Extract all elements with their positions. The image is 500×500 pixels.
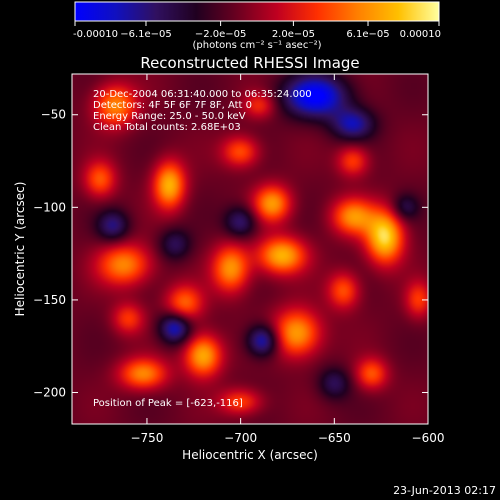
x-axis-label: Heliocentric X (arcsec)	[182, 448, 318, 462]
heatmap-raster	[72, 74, 428, 424]
colorbar-tick-label: 6.1e−05	[346, 29, 389, 40]
x-tick-label: −600	[412, 431, 445, 445]
annotations: 20-Dec-2004 06:31:40.000 to 06:35:24.000…	[93, 89, 312, 409]
y-tick-label: −50	[41, 108, 66, 122]
colorbar-tick-label: −6.1e−05	[120, 29, 172, 40]
x-tick-label: −650	[318, 431, 351, 445]
y-axis-label: Heliocentric Y (arcsec)	[13, 182, 27, 317]
colorbar-ticks: -0.00010 −6.1e−05 −2.0e−05 2.0e−05 6.1e−05 0.…	[73, 21, 441, 40]
colorbar-unit-label: (photons cm⁻² s⁻¹ asec⁻²)	[192, 40, 321, 51]
x-tick-label: −750	[130, 431, 163, 445]
y-axis: −50 −100 −150 −200	[33, 108, 428, 400]
colorbar-tick-label: -0.00010	[73, 29, 118, 40]
annotation-time-range: 20-Dec-2004 06:31:40.000 to 06:35:24.000	[93, 89, 312, 100]
colorbar-tick-label: 0.00010	[400, 29, 441, 40]
plot-frame	[71, 73, 429, 425]
annotation-total-counts: Clean Total counts: 2.68E+03	[93, 122, 241, 133]
y-tick-label: −200	[33, 386, 66, 400]
x-tick-label: −700	[224, 431, 257, 445]
annotation-energy-range: Energy Range: 25.0 - 50.0 keV	[93, 111, 246, 122]
x-axis: −750 −700 −650 −600	[130, 74, 444, 445]
heatmap-image	[72, 74, 428, 424]
footer-date: 23-Jun-2013 02:17	[393, 484, 496, 497]
annotation-detectors: Detectors: 4F 5F 6F 7F 8F, Att 0	[93, 100, 252, 111]
y-tick-label: −100	[33, 200, 66, 214]
chart-title: Reconstructed RHESSI Image	[140, 54, 359, 72]
annotation-peak-position: Position of Peak = [-623,-116]	[93, 398, 243, 409]
colorbar-tick-label: 2.0e−05	[272, 29, 315, 40]
colorbar-tick-label: −2.0e−05	[195, 29, 247, 40]
y-tick-label: −150	[33, 293, 66, 307]
colorbar-gradient	[74, 1, 440, 22]
colorbar: -0.00010 −6.1e−05 −2.0e−05 2.0e−05 6.1e−05 0.…	[73, 1, 441, 51]
